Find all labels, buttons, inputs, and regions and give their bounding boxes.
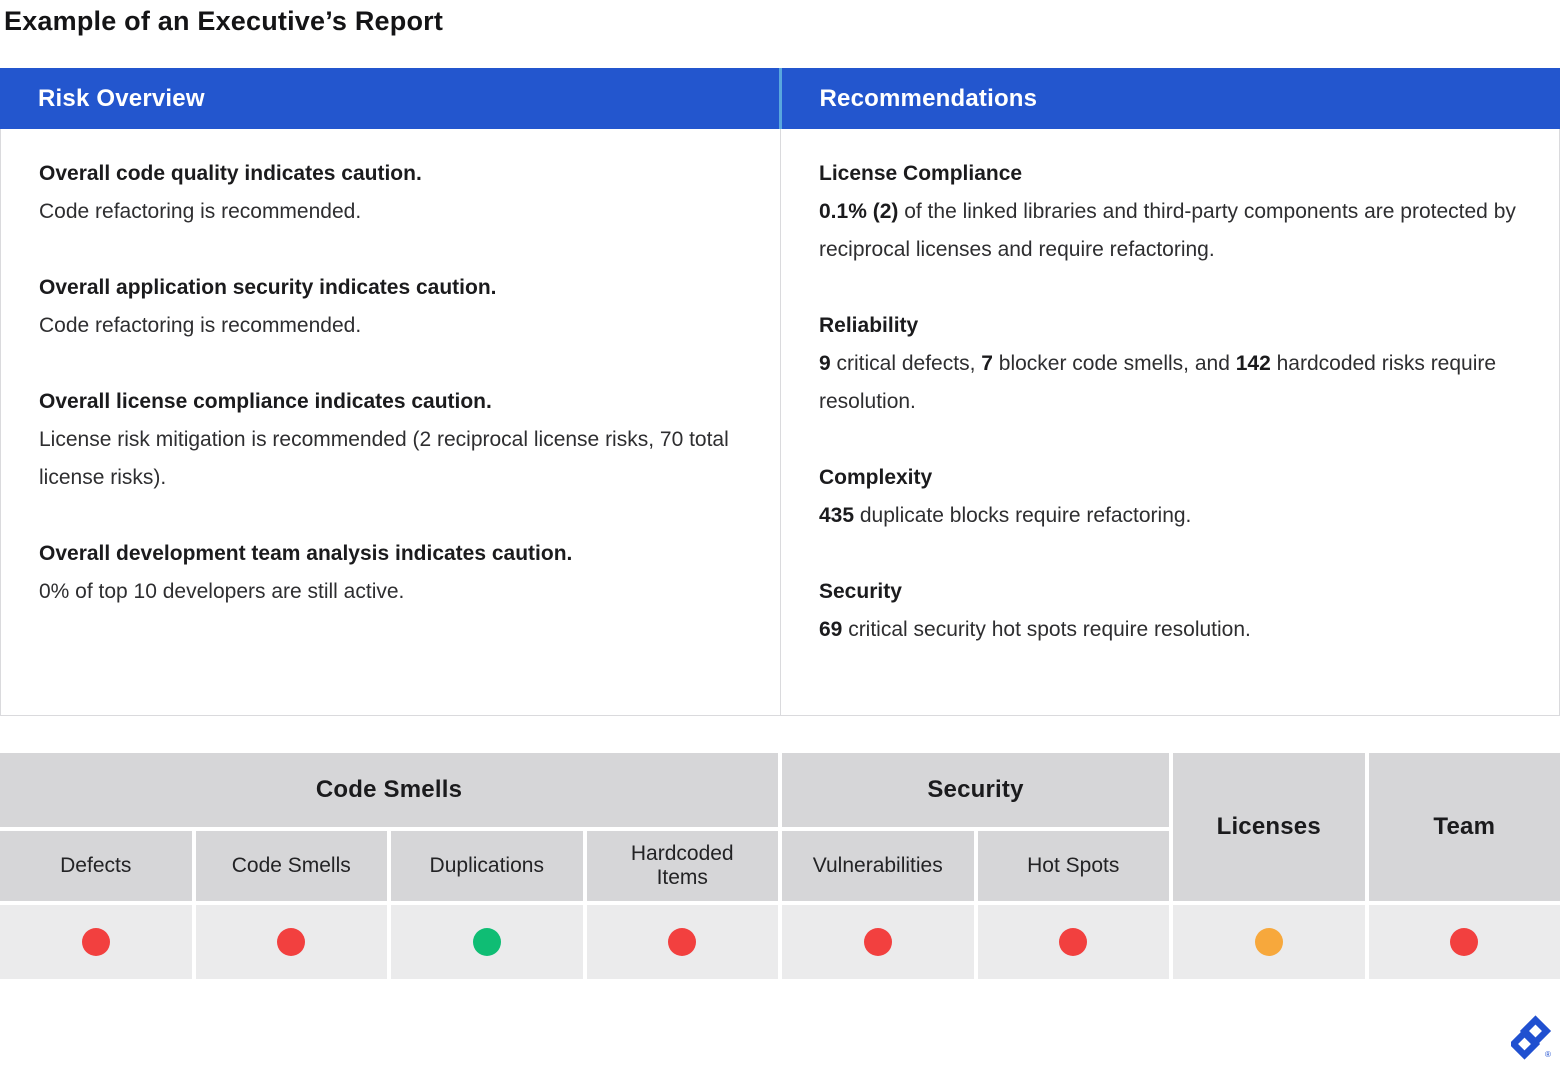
- registered-mark: ®: [1545, 1050, 1551, 1059]
- risk-item-detail: Code refactoring is recommended.: [39, 314, 362, 337]
- status-dot-hot-spots: [1059, 928, 1088, 956]
- status-cell-vulnerabilities: [782, 905, 974, 979]
- page-title: Example of an Executive’s Report: [4, 6, 444, 36]
- status-dot-hardcoded-items: [668, 928, 697, 956]
- column-header-duplications: Duplications: [391, 831, 583, 901]
- column-header-label: Hardcoded Items: [630, 842, 734, 889]
- recommendation-heading: License Compliance: [819, 162, 1023, 185]
- status-cell-hot-spots: [977, 905, 1169, 979]
- recommendation-body: 435 duplicate blocks require refactoring…: [819, 504, 1192, 527]
- status-cell-licenses: [1173, 905, 1365, 979]
- column-header-defects: Defects: [0, 831, 192, 901]
- risk-item: Overall license compliance indicates cau…: [39, 383, 740, 497]
- status-dot-duplications: [472, 928, 501, 956]
- group-header-security: Security: [782, 753, 1169, 827]
- group-header-code-smells: Code Smells: [0, 753, 778, 827]
- status-dot-code-smells: [277, 928, 306, 956]
- scorecard-table: Code Smells Security Licenses Team Defec…: [0, 753, 1560, 979]
- status-cell-code-smells: [195, 905, 387, 979]
- header-divider: [778, 68, 782, 129]
- column-header-team: Team: [1368, 753, 1560, 901]
- recommendation-block: License Compliance 0.1% (2) of the linke…: [819, 155, 1520, 269]
- column-header-hardcoded-items: Hardcoded Items: [586, 831, 778, 901]
- column-header-vulnerabilities: Vulnerabilities: [782, 831, 974, 901]
- toptal-logo: ®: [1508, 1015, 1553, 1061]
- risk-item-headline: Overall application security indicates c…: [39, 276, 497, 299]
- recommendation-body: 0.1% (2) of the linked libraries and thi…: [819, 200, 1516, 261]
- recommendations-header: Recommendations: [781, 68, 1560, 129]
- recommendation-block: Security 69 critical security hot spots …: [819, 573, 1520, 649]
- status-dot-team: [1450, 928, 1479, 956]
- risk-overview-column: Overall code quality indicates caution. …: [1, 129, 781, 715]
- risk-item-headline: Overall development team analysis indica…: [39, 542, 573, 565]
- status-dot-licenses: [1254, 928, 1283, 956]
- panel-body: Overall code quality indicates caution. …: [0, 129, 1560, 716]
- risk-item: Overall application security indicates c…: [39, 269, 740, 345]
- recommendation-heading: Security: [819, 580, 902, 603]
- status-cell-team: [1368, 905, 1560, 979]
- status-dot-defects: [81, 928, 110, 956]
- status-cell-duplications: [391, 905, 583, 979]
- column-header-code-smells: Code Smells: [195, 831, 387, 901]
- risk-item-headline: Overall code quality indicates caution.: [39, 162, 422, 185]
- panel-header-row: Risk Overview Recommendations: [0, 68, 1560, 129]
- toptal-logo-icon: ®: [1508, 1015, 1552, 1060]
- recommendation-heading: Reliability: [819, 314, 919, 337]
- recommendation-block: Complexity 435 duplicate blocks require …: [819, 459, 1520, 535]
- risk-overview-header: Risk Overview: [0, 68, 779, 129]
- risk-item-headline: Overall license compliance indicates cau…: [39, 390, 492, 413]
- recommendation-body: 69 critical security hot spots require r…: [819, 618, 1251, 641]
- risk-item: Overall code quality indicates caution. …: [39, 155, 740, 231]
- status-cell-defects: [0, 905, 192, 979]
- recommendations-column: License Compliance 0.1% (2) of the linke…: [781, 129, 1560, 715]
- risk-item-detail: License risk mitigation is recommended (…: [39, 428, 729, 489]
- column-header-hot-spots: Hot Spots: [977, 831, 1169, 901]
- executive-report-panel: Risk Overview Recommendations Overall co…: [0, 68, 1560, 716]
- recommendation-heading: Complexity: [819, 466, 933, 489]
- risk-item-detail: 0% of top 10 developers are still active…: [39, 580, 405, 603]
- status-dot-vulnerabilities: [863, 928, 892, 956]
- risk-item-detail: Code refactoring is recommended.: [39, 200, 362, 223]
- recommendation-block: Reliability 9 critical defects, 7 blocke…: [819, 307, 1520, 421]
- risk-item: Overall development team analysis indica…: [39, 535, 740, 611]
- column-header-licenses: Licenses: [1173, 753, 1365, 901]
- recommendation-body: 9 critical defects, 7 blocker code smell…: [819, 352, 1497, 413]
- status-cell-hardcoded-items: [586, 905, 778, 979]
